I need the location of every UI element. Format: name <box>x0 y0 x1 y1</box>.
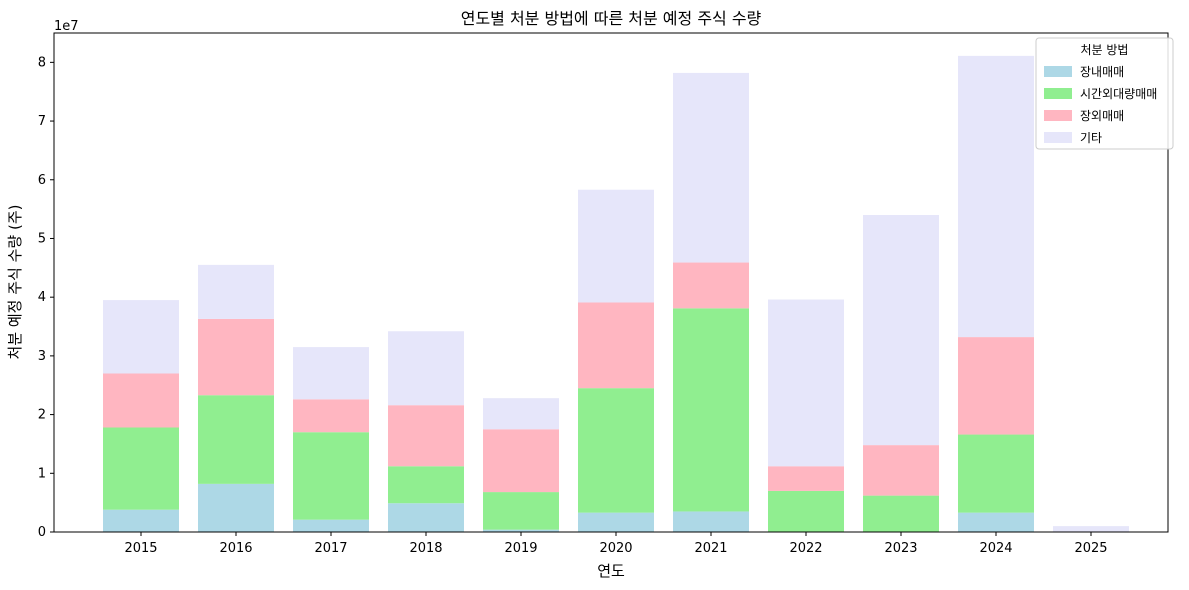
bar-2016-series-0 <box>198 483 274 532</box>
legend-label-2: 장외매매 <box>1080 109 1124 123</box>
y-tick-label: 7 <box>38 114 46 129</box>
bar-2015-series-3 <box>103 300 179 374</box>
bar-2018-series-2 <box>388 405 464 467</box>
bar-2021-series-2 <box>673 262 749 309</box>
bar-2023-series-1 <box>863 495 939 532</box>
bar-2024-series-1 <box>958 434 1034 513</box>
legend-title: 처분 방법 <box>1081 43 1129 57</box>
x-tick-label: 2017 <box>314 541 347 556</box>
bar-2019-series-3 <box>483 398 559 430</box>
legend-label-1: 시간외대량매매 <box>1080 87 1157 101</box>
bar-2021-series-3 <box>673 72 749 263</box>
bar-2019-series-0 <box>483 529 559 532</box>
bar-2018-series-3 <box>388 331 464 406</box>
bar-2015-series-0 <box>103 509 179 532</box>
y-axis-title: 처분 예정 주식 수량 (주) <box>6 205 24 360</box>
bar-2017-series-2 <box>293 399 369 433</box>
bar-2020-series-0 <box>578 512 654 532</box>
bar-2020-series-1 <box>578 388 654 513</box>
bar-2023-series-3 <box>863 214 939 446</box>
bar-2021-series-1 <box>673 308 749 512</box>
bar-2016-series-2 <box>198 318 274 396</box>
bar-2017-series-3 <box>293 347 369 400</box>
x-tick-label: 2024 <box>979 541 1012 556</box>
bar-2024-series-2 <box>958 337 1034 435</box>
y-offset-label: 1e7 <box>54 19 79 34</box>
bar-2025-series-3 <box>1053 526 1129 532</box>
x-tick-label: 2023 <box>884 541 917 556</box>
bar-2015-series-2 <box>103 373 179 428</box>
x-tick-label: 2020 <box>599 541 632 556</box>
bar-2022-series-3 <box>768 299 844 467</box>
x-tick-label: 2025 <box>1074 541 1107 556</box>
x-tick-label: 2016 <box>219 541 252 556</box>
bar-2018-series-0 <box>388 503 464 532</box>
legend-swatch-0 <box>1044 66 1072 77</box>
legend-swatch-1 <box>1044 88 1072 99</box>
x-tick-label: 2021 <box>694 541 727 556</box>
bar-2020-series-2 <box>578 302 654 389</box>
bar-2017-series-0 <box>293 519 369 532</box>
x-tick-label: 2018 <box>409 541 442 556</box>
y-tick-label: 2 <box>38 408 46 423</box>
bar-2024-series-0 <box>958 512 1034 532</box>
bar-2022-series-1 <box>768 490 844 532</box>
bar-2016-series-3 <box>198 264 274 319</box>
chart-title: 연도별 처분 방법에 따른 처분 예정 주식 수량 <box>461 9 762 28</box>
bar-2018-series-1 <box>388 466 464 504</box>
bar-2023-series-2 <box>863 445 939 496</box>
bars-layer <box>103 55 1129 532</box>
legend-label-0: 장내매매 <box>1080 65 1124 79</box>
bar-2019-series-2 <box>483 429 559 493</box>
bar-2016-series-1 <box>198 395 274 484</box>
legend-box <box>1035 37 1174 150</box>
plot-frame <box>53 32 1169 533</box>
x-tick-label: 2015 <box>124 541 157 556</box>
y-tick-label: 8 <box>38 55 46 70</box>
bar-2017-series-1 <box>293 432 369 520</box>
y-tick-label: 3 <box>38 349 46 364</box>
x-tick-label: 2019 <box>504 541 537 556</box>
x-axis-title: 연도 <box>597 562 625 580</box>
y-tick-label: 1 <box>38 466 46 481</box>
legend-swatch-3 <box>1044 132 1072 143</box>
y-tick-label: 4 <box>38 290 46 305</box>
bar-2015-series-1 <box>103 427 179 510</box>
y-axis: 0 1 2 3 4 5 6 7 8 <box>38 55 54 540</box>
x-tick-label: 2022 <box>789 541 822 556</box>
y-tick-label: 5 <box>38 231 46 246</box>
bar-2024-series-3 <box>958 55 1034 338</box>
bar-2021-series-0 <box>673 511 749 532</box>
legend-label-3: 기타 <box>1080 131 1102 145</box>
x-axis: 2015 2016 2017 2018 2019 2020 2021 2022 2023 2024… <box>124 532 1108 556</box>
y-tick-label: 6 <box>38 173 46 188</box>
bar-2020-series-3 <box>578 189 654 303</box>
bar-2022-series-2 <box>768 466 844 491</box>
legend-swatch-2 <box>1044 110 1072 121</box>
bar-2019-series-1 <box>483 492 559 530</box>
y-tick-label: 0 <box>38 525 46 540</box>
